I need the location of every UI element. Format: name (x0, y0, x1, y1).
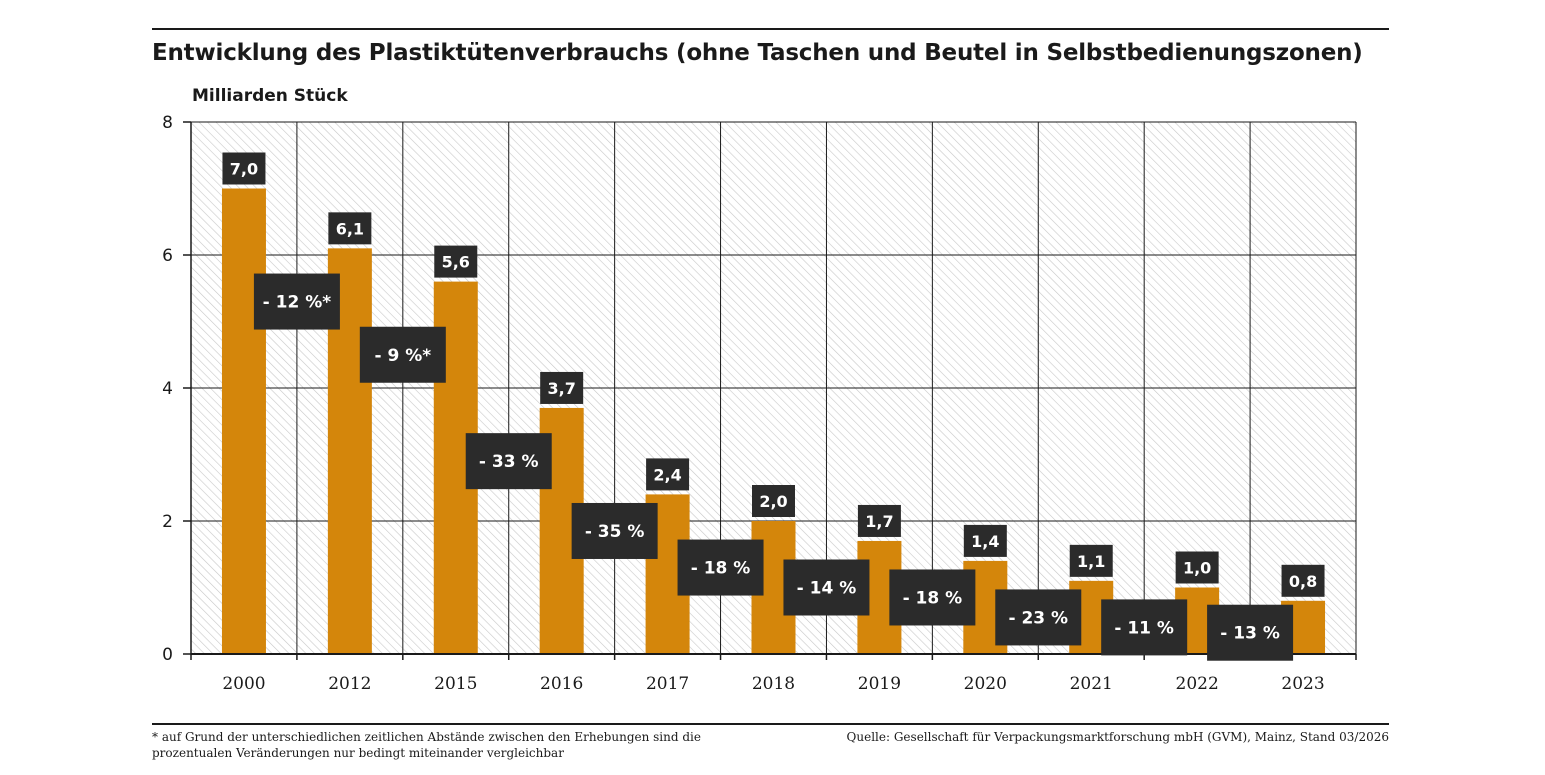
bar-2000 (221, 188, 266, 654)
change-label: - 11 % (1114, 618, 1174, 638)
change-label-box (1207, 604, 1294, 661)
chart-title: Entwicklung des Plastiktütenverbrauchs (… (152, 40, 1363, 66)
value-label-box (540, 371, 584, 404)
change-label-box (465, 433, 552, 490)
change-label-box (359, 326, 446, 383)
value-label: 1,7 (865, 512, 893, 531)
value-label: 6,1 (336, 219, 364, 238)
x-tick-label: 2019 (858, 674, 901, 694)
change-label: - 35 % (585, 522, 645, 542)
value-label: 1,1 (1077, 552, 1105, 571)
value-label-box (1175, 551, 1219, 584)
value-label: 1,0 (1183, 559, 1211, 578)
footnote: * auf Grund der unterschiedlichen zeitli… (152, 730, 701, 760)
change-label: - 18 % (691, 559, 751, 579)
bottom-rule (152, 723, 1389, 725)
value-label-box (646, 458, 690, 491)
value-label-box (222, 152, 266, 185)
source-note: Quelle: Gesellschaft für Verpackungsmark… (846, 730, 1389, 744)
change-label-box (783, 559, 870, 616)
x-tick-label: 2015 (434, 674, 477, 694)
value-label-box (857, 504, 901, 537)
y-tick-label: 6 (162, 246, 173, 266)
x-tick-label: 2020 (964, 674, 1007, 694)
value-label-box (434, 245, 478, 278)
change-label: - 14 % (797, 579, 857, 599)
value-label-box (963, 524, 1007, 557)
y-axis-label: Milliarden Stück (192, 86, 348, 106)
change-label: - 13 % (1220, 624, 1280, 644)
value-label-box (1069, 544, 1113, 577)
change-label-box (571, 502, 658, 559)
change-label: - 18 % (903, 588, 963, 608)
x-tick-label: 2016 (540, 674, 583, 694)
value-label: 2,4 (653, 465, 681, 484)
x-tick-label: 2000 (222, 674, 265, 694)
change-label-box (995, 589, 1082, 646)
change-label: - 9 %* (374, 346, 431, 366)
value-label: 1,4 (971, 532, 999, 551)
value-label: 3,7 (548, 379, 576, 398)
change-label: - 12 %* (263, 293, 332, 313)
x-tick-label: 2017 (646, 674, 689, 694)
x-tick-label: 2021 (1070, 674, 1113, 694)
change-label: - 33 % (479, 452, 539, 472)
x-tick-label: 2018 (752, 674, 795, 694)
value-label-box (1281, 564, 1325, 597)
y-tick-label: 4 (162, 379, 173, 399)
change-label-box (889, 569, 976, 626)
value-label-box (328, 212, 372, 245)
y-tick-label: 0 (162, 645, 173, 665)
y-tick-label: 2 (162, 512, 173, 532)
x-tick-label: 2012 (328, 674, 371, 694)
x-tick-label: 2022 (1176, 674, 1219, 694)
y-tick-label: 8 (162, 113, 173, 133)
value-label-box (752, 485, 795, 517)
change-label-box (677, 539, 764, 596)
x-tick-label: 2023 (1281, 674, 1324, 694)
top-rule (152, 28, 1389, 30)
value-label: 0,8 (1289, 572, 1317, 591)
change-label: - 23 % (1008, 608, 1068, 628)
value-label: 7,0 (230, 160, 258, 179)
value-label: 2,0 (759, 492, 787, 511)
change-label-box (1101, 599, 1188, 656)
value-label: 5,6 (442, 253, 470, 272)
change-label-box (253, 273, 340, 330)
